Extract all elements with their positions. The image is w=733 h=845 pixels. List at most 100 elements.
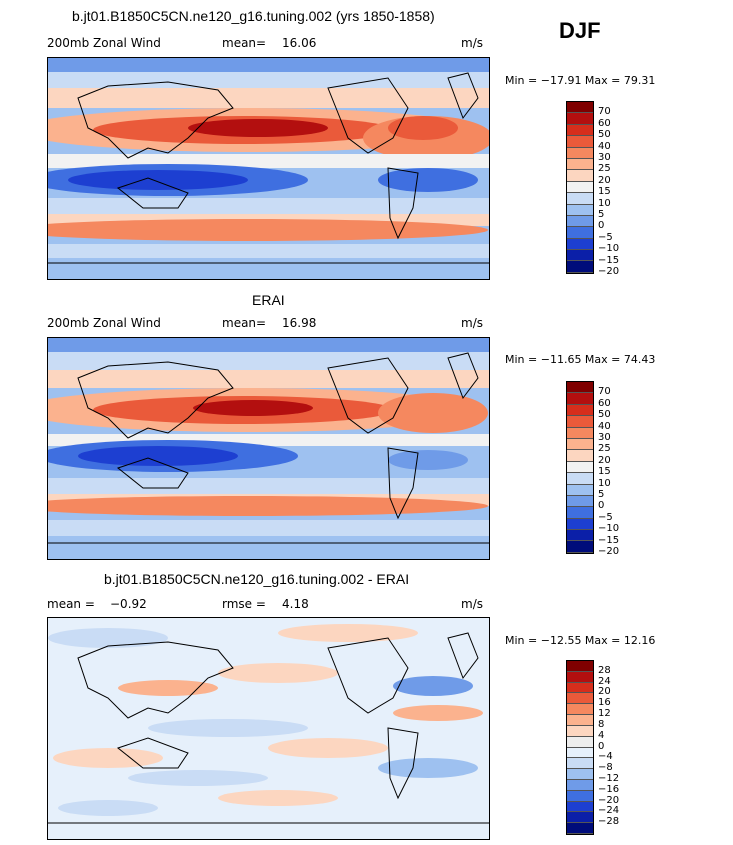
- colorbar-swatch: [567, 170, 593, 182]
- colorbar-swatch: [567, 530, 593, 542]
- colorbar-swatch: [567, 147, 593, 159]
- colorbar-tick-label: −20: [598, 266, 620, 277]
- colorbar-tick-label: −28: [598, 816, 620, 828]
- colorbar-swatch: [567, 715, 593, 726]
- colorbar-swatch: [567, 102, 593, 114]
- colorbar-swatch: [567, 238, 593, 251]
- colorbar-swatch: [567, 393, 593, 405]
- colorbar-swatch: [567, 495, 593, 508]
- colorbar-swatch: [567, 704, 593, 716]
- panel3-mean-value: −0.92: [110, 597, 147, 611]
- colorbar-swatch: [567, 507, 593, 519]
- colorbar-swatch: [567, 823, 593, 834]
- colorbar-swatch: [567, 181, 593, 194]
- panel1-variable-label: 200mb Zonal Wind: [47, 36, 161, 50]
- colorbar-tick-label: −24: [598, 805, 620, 817]
- colorbar-tick-label: 60: [598, 117, 611, 129]
- season-label: DJF: [559, 18, 601, 43]
- colorbar-tick-label: 25: [598, 443, 611, 455]
- colorbar-swatch: [567, 541, 593, 553]
- colorbar-swatch: [567, 204, 593, 216]
- colorbar-tick-label: −20: [598, 546, 620, 557]
- panel3-colorbar: [566, 660, 594, 835]
- colorbar-swatch: [567, 518, 593, 531]
- colorbar-tick-label: 20: [598, 174, 611, 186]
- colorbar-swatch: [567, 124, 593, 137]
- panel2-mean-value: 16.98: [282, 316, 317, 330]
- colorbar-tick-label: 30: [598, 152, 611, 163]
- panel2-minmax: Min = −11.65 Max = 74.43: [505, 353, 656, 366]
- colorbar-swatch: [567, 725, 593, 737]
- colorbar-tick-label: 15: [598, 466, 611, 478]
- colorbar-swatch: [567, 682, 593, 694]
- colorbar-tick-label: 50: [598, 129, 611, 141]
- colorbar-tick-label: 16: [598, 697, 611, 709]
- colorbar-swatch: [567, 484, 593, 496]
- panel2-title: ERAI: [252, 292, 285, 308]
- colorbar-tick-label: 50: [598, 409, 611, 421]
- panel2-colorbar: [566, 381, 594, 554]
- colorbar-swatch: [567, 382, 593, 394]
- colorbar-swatch: [567, 461, 593, 474]
- colorbar-tick-label: 40: [598, 420, 611, 432]
- colorbar-swatch: [567, 769, 593, 780]
- panel2-units: m/s: [461, 316, 483, 330]
- panel3-contour-map: [47, 617, 490, 840]
- panel1-contour-map: [47, 57, 490, 280]
- colorbar-tick-label: −10: [598, 243, 620, 255]
- colorbar-tick-label: −12: [598, 772, 620, 784]
- colorbar-tick-label: 10: [598, 197, 611, 209]
- panel3-mean-label: mean =: [47, 597, 95, 611]
- panel2-contour-map: [47, 337, 490, 560]
- colorbar-tick-label: −20: [598, 794, 620, 806]
- colorbar-tick-label: 28: [598, 664, 611, 676]
- panel2-mean-label: mean=: [222, 316, 267, 330]
- colorbar-tick-label: 5: [598, 209, 605, 220]
- colorbar-swatch: [567, 215, 593, 228]
- colorbar-tick-label: 12: [598, 708, 611, 720]
- colorbar-tick-label: 5: [598, 489, 605, 500]
- colorbar-tick-label: 70: [598, 106, 611, 118]
- colorbar-swatch: [567, 227, 593, 239]
- colorbar-tick-label: −5: [598, 231, 613, 243]
- panel2-variable-label: 200mb Zonal Wind: [47, 316, 161, 330]
- colorbar-swatch: [567, 801, 593, 813]
- colorbar-tick-label: −16: [598, 783, 620, 795]
- colorbar-tick-label: 0: [598, 740, 605, 752]
- colorbar-tick-label: 10: [598, 477, 611, 489]
- colorbar-tick-label: 4: [598, 729, 605, 741]
- colorbar-tick-label: 25: [598, 163, 611, 175]
- colorbar-tick-label: −8: [598, 762, 613, 774]
- colorbar-tick-label: 40: [598, 140, 611, 152]
- colorbar-tick-label: 15: [598, 186, 611, 198]
- colorbar-swatch: [567, 404, 593, 417]
- panel1-title: b.jt01.B1850C5CN.ne120_g16.tuning.002 (y…: [72, 8, 435, 24]
- colorbar-swatch: [567, 661, 593, 672]
- colorbar-tick-label: 20: [598, 686, 611, 698]
- panel3-rmse-label: rmse =: [222, 597, 266, 611]
- panel1-units: m/s: [461, 36, 483, 50]
- colorbar-swatch: [567, 450, 593, 462]
- colorbar-tick-label: 24: [598, 675, 611, 687]
- colorbar-swatch: [567, 261, 593, 273]
- colorbar-swatch: [567, 747, 593, 759]
- colorbar-tick-label: 8: [598, 718, 605, 730]
- colorbar-swatch: [567, 158, 593, 171]
- colorbar-swatch: [567, 812, 593, 824]
- colorbar-tick-label: −4: [598, 751, 613, 763]
- colorbar-tick-label: −5: [598, 511, 613, 523]
- panel3-rmse-value: 4.18: [282, 597, 309, 611]
- colorbar-swatch: [567, 438, 593, 451]
- colorbar-tick-label: 20: [598, 454, 611, 466]
- colorbar-tick-label: 60: [598, 397, 611, 409]
- panel3-title: b.jt01.B1850C5CN.ne120_g16.tuning.002 - …: [104, 571, 410, 587]
- colorbar-tick-label: −15: [598, 534, 620, 546]
- colorbar-swatch: [567, 427, 593, 439]
- colorbar-swatch: [567, 671, 593, 683]
- colorbar-tick-label: 0: [598, 500, 605, 512]
- panel3-minmax: Min = −12.55 Max = 12.16: [505, 634, 656, 647]
- colorbar-swatch: [567, 473, 593, 485]
- colorbar-swatch: [567, 136, 593, 148]
- panel1-minmax: Min = −17.91 Max = 79.31: [505, 74, 656, 87]
- panel1-mean-value: 16.06: [282, 36, 317, 50]
